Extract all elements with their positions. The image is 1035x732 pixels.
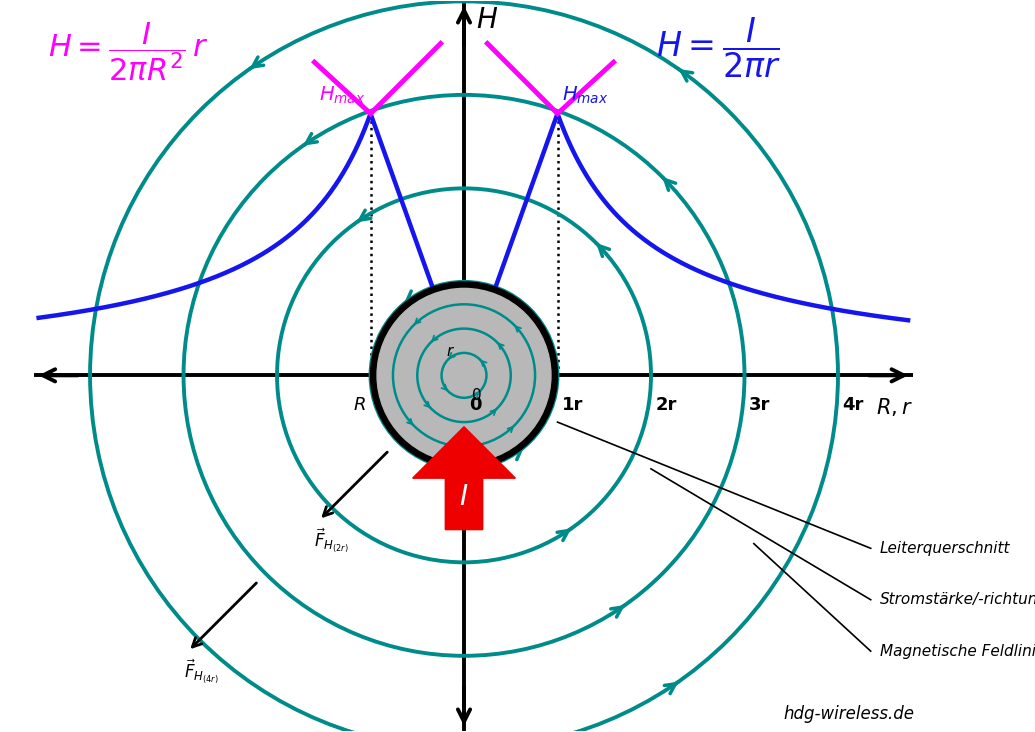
Text: $I$: $I$	[460, 483, 469, 511]
Circle shape	[377, 288, 551, 463]
Text: $0$: $0$	[471, 386, 481, 403]
Text: $r$: $r$	[446, 343, 454, 359]
Text: $\vec{F}_{H_{(2r)}}$: $\vec{F}_{H_{(2r)}}$	[315, 527, 349, 556]
Polygon shape	[413, 427, 515, 530]
Text: Leiterquerschnitt: Leiterquerschnitt	[880, 541, 1010, 556]
Text: $H_{max}$: $H_{max}$	[320, 85, 365, 106]
Text: $R,r$: $R,r$	[876, 396, 913, 418]
Circle shape	[371, 282, 558, 468]
Text: $H_{max}$: $H_{max}$	[562, 85, 609, 106]
Text: $\vec{F}_{H_{(4r)}}$: $\vec{F}_{H_{(4r)}}$	[183, 657, 218, 687]
Text: $H=\dfrac{I}{2\pi r}$: $H=\dfrac{I}{2\pi r}$	[655, 15, 780, 80]
Text: hdg-wireless.de: hdg-wireless.de	[783, 705, 915, 723]
Text: Magnetische Feldlinien: Magnetische Feldlinien	[880, 643, 1035, 659]
Text: Stromstärke/-richtung: Stromstärke/-richtung	[880, 592, 1035, 608]
Text: $H=\dfrac{I}{2\pi R^2}\,r$: $H=\dfrac{I}{2\pi R^2}\,r$	[48, 20, 209, 83]
Text: $R$: $R$	[353, 396, 365, 414]
Text: 0: 0	[469, 396, 481, 414]
Text: 1r: 1r	[562, 396, 584, 414]
Text: 4r: 4r	[842, 396, 864, 414]
Text: $H$: $H$	[476, 6, 498, 34]
Text: 3r: 3r	[749, 396, 770, 414]
Text: 2r: 2r	[655, 396, 677, 414]
